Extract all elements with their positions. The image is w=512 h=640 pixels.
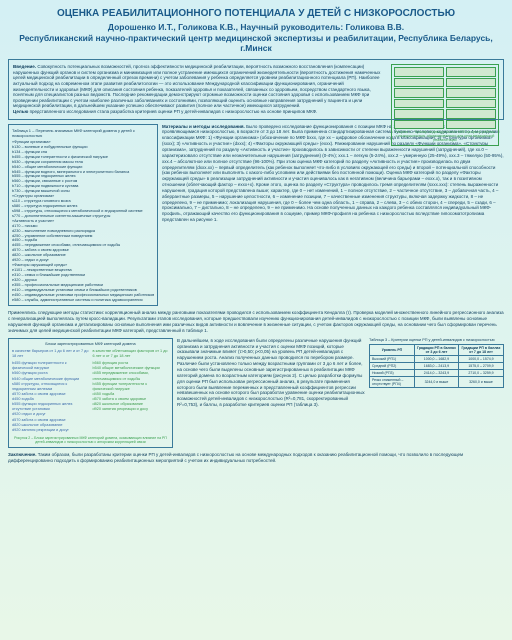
table-3-header: Уровень РП [370, 344, 415, 355]
table-3-body: Высокий (РП1)1000,0 – 1682,91000,0 – 157… [370, 355, 504, 387]
authors: Дорошенко И.Т., Голикова К.В., Научный р… [8, 22, 504, 32]
table-3-row: Средний (РП2)1683,0 – 2413,91575,0 – 270… [370, 362, 504, 369]
table-1-row: e450 – индивидуальные установки професси… [12, 293, 154, 298]
table-3-row: Высокий (РП1)1000,0 – 1682,91000,0 – 157… [370, 355, 504, 362]
fig2-left-item: d920 занятия рекреации и досуг [12, 428, 89, 433]
table-3-cell: 3260,0 и выше [458, 376, 503, 387]
header: ОЦЕНКА РЕАБИЛИТАЦИОННОГО ПОТЕНЦИАЛА У ДЕ… [8, 8, 504, 53]
introduction-block: Введение. Совокупность потенциальных воз… [8, 59, 504, 120]
affiliation: Республиканский научно-практический цент… [8, 33, 504, 53]
figure-1-image [394, 67, 496, 129]
further-text: В дальнейшем, в ходе исследования были о… [177, 338, 365, 448]
table-3-cell: 1683,0 – 2413,9 [414, 362, 458, 369]
fig2-left-item: b555 функции эндокринных желез отсутстви… [12, 402, 89, 412]
table-3-cell: Резко сниженный – отсутствует (РП4) [370, 376, 415, 387]
figure-2-right-col: в качестве облегчающих факторов от 1 до … [93, 349, 170, 433]
intro-body: Совокупность потенциальных возможностей,… [13, 64, 380, 108]
table-3-header: Градации РП в баллах от 3 до 6 лет [414, 344, 458, 355]
figure-1-caption: Рисунок 1 – Пример индивидуального МКФ-п… [394, 131, 496, 143]
aim-label: Целью [13, 109, 28, 114]
table-3-cell: Средний (РП2) [370, 362, 415, 369]
table-3-cell: 1575,0 – 2709,9 [458, 362, 503, 369]
table-3-cell: 1000,0 – 1574,9 [458, 355, 503, 362]
intro-text: Введение. Совокупность потенциальных воз… [13, 64, 382, 115]
statistics-paragraph: Применялись следующие методы статистики:… [8, 310, 504, 333]
title: ОЦЕНКА РЕАБИЛИТАЦИОННОГО ПОТЕНЦИАЛА У ДЕ… [8, 8, 504, 20]
table-3-caption: Таблица 3 – Критерии оценки РП у детей-и… [369, 338, 504, 342]
figure-2-block: Блоки зарегистрированных МКФ категорий д… [8, 338, 173, 448]
mid-row: Таблица 1 – Перечень значимых МКФ катего… [8, 124, 504, 307]
table-3: Уровень РПГрадации РП в баллах от 3 до 6… [369, 344, 504, 388]
figure-2-right-header: в качестве облегчающих факторов от 1 до … [93, 349, 170, 359]
conclusion-text: Таким образом, были разработаны критерии… [8, 452, 463, 463]
table-3-row: Резко сниженный – отсутствует (РП4)3244,… [370, 376, 504, 387]
table-3-box: Таблица 3 – Критерии оценки РП у детей-и… [369, 338, 504, 448]
fig2-left-item: s580 структуры, относящиеся к эндокринны… [12, 382, 89, 392]
fig2-left-item: b455 функции толерантности к физической … [12, 361, 89, 371]
methods: Материалы и методы исследования. Было пр… [162, 124, 504, 307]
table-3-cell: 2414,0 – 3243,9 [414, 369, 458, 376]
intro-label: Введение. [13, 64, 36, 69]
table-1-title: Таблица 1 – Перечень значимых МКФ катего… [12, 128, 154, 138]
table-1-row: e410 – индивидуальные установки семьи и … [12, 288, 154, 293]
table-3-cell: 3244,0 и выше [414, 376, 458, 387]
figure-2-left-col: в качестве барьеров от 1 до 6 лет и от 7… [12, 349, 89, 433]
table-3-cell: Низкий (РП3) [370, 369, 415, 376]
conclusion: Заключение. Таким образом, были разработ… [8, 452, 504, 464]
table-3-cell: 1000,0 – 1682,9 [414, 355, 458, 362]
fig2-left-item: b540 общие метаболические функции [12, 377, 89, 382]
table-1-list: «Функции организма»b130 – волевые и побу… [12, 140, 154, 302]
table-3-header: Градации РП в баллах от 7 до 18 лет [458, 344, 503, 355]
figure-2-header: Блоки зарегистрированных МКФ категорий д… [12, 342, 169, 347]
conclusion-label: Заключение. [8, 452, 37, 457]
fig2-right-item: d455 передвижение способами, отличающими… [93, 371, 170, 381]
bottom-row: Блоки зарегистрированных МКФ категорий д… [8, 338, 504, 448]
table-1: Таблица 1 – Перечень значимых МКФ катего… [8, 124, 158, 307]
table-3-cell: Высокий (РП1) [370, 355, 415, 362]
table-3-header-row: Уровень РПГрадации РП в баллах от 3 до 6… [370, 344, 504, 355]
methods-label: Материалы и методы исследования. [162, 124, 245, 129]
table-3-cell: 2710,0 – 3259,9 [458, 369, 503, 376]
fig2-right-item: d920 занятия рекреации и досу [93, 407, 170, 412]
table-3-row: Низкий (РП3)2414,0 – 3243,92710,0 – 3259… [370, 369, 504, 376]
aim-body: представленного исследования стала разра… [28, 109, 317, 114]
table-1-row: e580 – службы, административные системы … [12, 298, 154, 303]
fig2-right-item: b455 функции толерантности к физической … [93, 382, 170, 392]
figure-2-caption: Рисунок 2 – Блоки зарегистрированных МКФ… [12, 436, 169, 444]
poster: ОЦЕНКА РЕАБИЛИТАЦИОННОГО ПОТЕНЦИАЛА У ДЕ… [0, 0, 512, 640]
figure-2-left-header: в качестве барьеров от 1 до 6 лет и от 7… [12, 349, 89, 359]
figure-1: Рисунок 1 – Пример индивидуального МКФ-п… [391, 64, 499, 146]
